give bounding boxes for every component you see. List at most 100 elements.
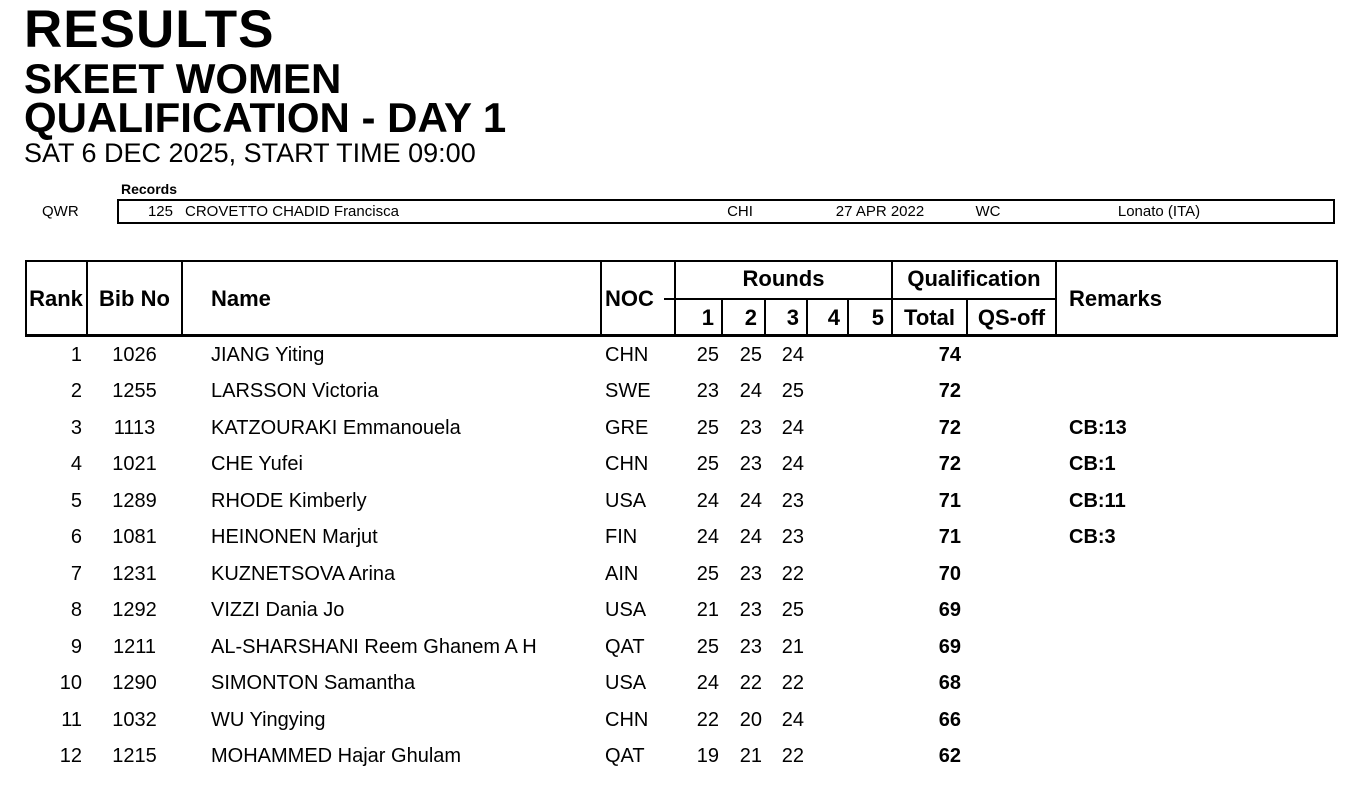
qs-off-cell: [967, 556, 1056, 593]
remarks-cell: CB:1: [1069, 453, 1116, 476]
qs-off-cell: [967, 337, 1056, 374]
total-cell: 68: [938, 672, 961, 695]
record-row: 125 CROVETTO CHADID Francisca CHI 27 APR…: [117, 199, 1335, 224]
qs-off-cell: [967, 483, 1056, 520]
rank-cell: 6: [70, 526, 82, 549]
page-title: RESULTS: [24, 0, 275, 59]
round-1-cell: 21: [696, 599, 719, 622]
noc-cell: CHN: [605, 453, 649, 476]
round-3-column-header: 3: [786, 305, 799, 330]
name-cell: AL-SHARSHANI Reem Ghanem A H: [211, 635, 537, 658]
bib-cell: 1292: [112, 599, 157, 622]
remarks-cell: CB:3: [1069, 526, 1116, 549]
round-4-cell: [807, 629, 848, 666]
noc-cell: AIN: [605, 562, 639, 585]
qs-off-cell: [967, 374, 1056, 411]
round-5-column-header: 5: [871, 305, 884, 330]
round-4-cell: [807, 483, 848, 520]
round-3-cell: 24: [781, 708, 804, 731]
round-4-column-header: 4: [827, 305, 840, 330]
round-1-cell: 25: [696, 343, 719, 366]
remarks-cell: [1056, 629, 1338, 666]
round-1-cell: 23: [696, 380, 719, 403]
round-3-cell: 22: [781, 562, 804, 585]
rank-cell: 9: [70, 635, 82, 658]
rounds-group-header: Rounds: [742, 266, 825, 291]
record-event-type: WC: [975, 203, 1001, 220]
bib-cell: 1021: [112, 453, 157, 476]
remarks-cell: CB:11: [1069, 489, 1126, 512]
name-cell: KUZNETSOVA Arina: [211, 562, 396, 585]
rank-cell: 11: [61, 708, 82, 731]
name-cell: JIANG Yiting: [211, 343, 325, 366]
round-1-cell: 19: [696, 745, 719, 768]
table-row: 12 1215 MOHAMMED Hajar Ghulam QAT 19 21 22 62: [25, 739, 1338, 776]
round-5-cell: [848, 520, 892, 557]
rank-cell: 3: [70, 416, 82, 439]
table-row: 1 1026 JIANG Yiting CHN 25 25 24 74: [25, 337, 1338, 374]
divider: [181, 260, 183, 337]
round-5-cell: [848, 447, 892, 484]
round-5-cell: [848, 593, 892, 630]
round-5-cell: [848, 666, 892, 703]
round-3-cell: 22: [781, 745, 804, 768]
total-cell: 72: [938, 416, 961, 439]
round-2-cell: 23: [739, 599, 762, 622]
noc-cell: QAT: [605, 745, 645, 768]
stage-name: QUALIFICATION - DAY 1: [24, 94, 507, 141]
bib-cell: 1113: [113, 416, 156, 439]
name-cell: RHODE Kimberly: [211, 489, 367, 512]
round-2-cell: 21: [739, 745, 762, 768]
round-2-cell: 24: [739, 526, 762, 549]
name-cell: KATZOURAKI Emmanouela: [211, 416, 461, 439]
results-table-header: Rank Bib No Name NOC Rounds Qualificatio…: [25, 260, 1338, 337]
event-name: SKEET WOMEN: [24, 55, 342, 102]
total-cell: 74: [938, 343, 961, 366]
noc-cell: CHN: [605, 708, 649, 731]
bib-cell: 1026: [112, 343, 157, 366]
record-noc: CHI: [727, 203, 753, 220]
name-cell: SIMONTON Samantha: [211, 672, 416, 695]
record-date: 27 APR 2022: [835, 203, 925, 220]
round-5-cell: [848, 739, 892, 776]
table-row: 2 1255 LARSSON Victoria SWE 23 24 25 72: [25, 374, 1338, 411]
bib-column-header: Bib No: [99, 285, 170, 311]
remarks-cell: [1056, 593, 1338, 630]
qs-off-cell: [967, 410, 1056, 447]
noc-cell: QAT: [605, 635, 645, 658]
table-row: 11 1032 WU Yingying CHN 22 20 24 66: [25, 702, 1338, 739]
bib-cell: 1215: [112, 745, 157, 768]
total-cell: 72: [938, 453, 961, 476]
round-4-cell: [807, 556, 848, 593]
round-3-cell: 22: [781, 672, 804, 695]
round-2-cell: 23: [739, 416, 762, 439]
round-1-cell: 24: [696, 526, 719, 549]
round-5-cell: [848, 337, 892, 374]
qs-off-cell: [967, 629, 1056, 666]
round-5-cell: [848, 374, 892, 411]
round-1-cell: 25: [696, 562, 719, 585]
total-cell: 66: [938, 708, 961, 731]
remarks-cell: [1056, 702, 1338, 739]
round-5-cell: [848, 410, 892, 447]
round-4-cell: [807, 337, 848, 374]
remarks-cell: [1056, 337, 1338, 374]
qualification-group-header: Qualification: [907, 266, 1041, 291]
round-2-cell: 23: [739, 635, 762, 658]
name-cell: CHE Yufei: [211, 453, 303, 476]
remarks-cell: [1056, 556, 1338, 593]
rank-cell: 7: [70, 562, 82, 585]
divider: [675, 298, 1056, 300]
record-holder: CROVETTO CHADID Francisca: [185, 203, 399, 220]
records-section-label: Records: [121, 181, 178, 197]
table-row: 9 1211 AL-SHARSHANI Reem Ghanem A H QAT 25 23…: [25, 629, 1338, 666]
round-4-cell: [807, 374, 848, 411]
noc-cell: GRE: [605, 416, 649, 439]
divider: [600, 260, 602, 337]
bib-cell: 1032: [112, 708, 157, 731]
total-cell: 69: [938, 599, 961, 622]
qs-off-cell: [967, 447, 1056, 484]
table-body: 1 1026 JIANG Yiting CHN 25 25 24 74 2 1255 LARSSON…: [25, 337, 1338, 775]
round-1-cell: 24: [696, 489, 719, 512]
round-3-cell: 21: [781, 635, 804, 658]
